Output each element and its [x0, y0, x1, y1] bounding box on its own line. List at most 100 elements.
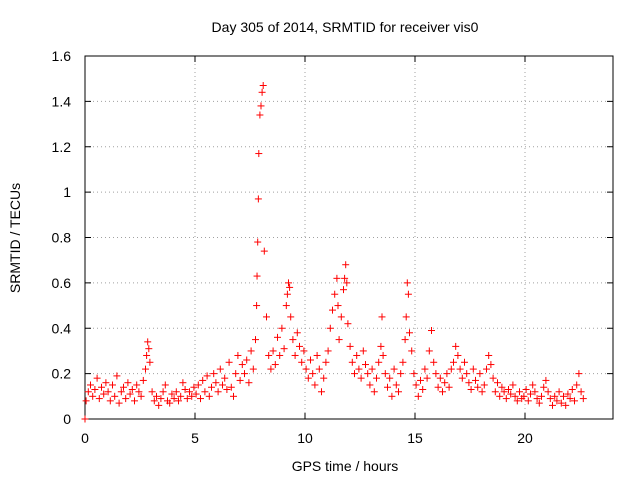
y-tick-label: 1.6: [52, 48, 72, 64]
data-point: [232, 370, 240, 378]
data-point: [412, 381, 420, 389]
data-point: [238, 361, 246, 369]
data-point: [364, 370, 372, 378]
data-point: [454, 351, 462, 359]
data-point: [542, 376, 550, 384]
data-point: [335, 336, 343, 344]
data-point: [386, 374, 394, 382]
data-point: [170, 395, 178, 403]
data-point: [278, 324, 286, 332]
data-point: [282, 302, 290, 310]
data-point: [172, 388, 180, 396]
data-point: [256, 111, 264, 119]
data-point: [502, 395, 510, 403]
data-point: [370, 388, 378, 396]
data-point: [553, 397, 561, 405]
data-point: [465, 379, 473, 387]
data-point: [540, 383, 548, 391]
data-point: [219, 381, 226, 389]
y-tick-label: 1.2: [52, 139, 72, 155]
data-point: [445, 383, 453, 391]
data-point: [313, 351, 321, 359]
data-point: [245, 379, 253, 387]
data-point: [555, 388, 563, 396]
data-point: [467, 386, 475, 394]
data-point: [439, 388, 446, 396]
data-point: [274, 333, 281, 341]
data-point: [249, 365, 257, 373]
data-point: [397, 370, 405, 378]
data-point: [384, 383, 391, 391]
data-point: [527, 390, 534, 398]
data-point: [186, 388, 193, 396]
data-point: [286, 283, 294, 291]
data-point: [95, 395, 103, 403]
data-point: [168, 390, 176, 398]
data-point: [139, 376, 147, 384]
data-point: [106, 397, 114, 405]
data-point: [104, 388, 112, 396]
data-point: [307, 356, 314, 364]
data-point: [100, 390, 108, 398]
data-point: [329, 306, 336, 314]
data-point: [326, 324, 334, 332]
data-point: [421, 365, 429, 373]
data-point: [472, 376, 479, 384]
data-point: [390, 365, 398, 373]
data-point: [432, 370, 440, 378]
data-point: [406, 329, 413, 337]
data-point: [241, 370, 248, 378]
data-point: [342, 261, 350, 269]
data-point: [535, 399, 543, 407]
data-point: [511, 392, 519, 400]
data-point: [322, 358, 330, 366]
data-points: [81, 81, 587, 423]
data-point: [579, 395, 587, 403]
data-point: [436, 374, 444, 382]
y-tick-label: 0.4: [52, 320, 72, 336]
data-point: [507, 390, 515, 398]
data-point: [568, 386, 576, 394]
data-point: [450, 358, 457, 366]
data-point: [318, 388, 325, 396]
data-point: [410, 370, 418, 378]
data-point: [362, 361, 369, 369]
data-point: [81, 415, 89, 423]
data-point: [513, 397, 521, 405]
data-point: [201, 388, 209, 396]
data-point: [474, 383, 482, 391]
data-point: [388, 392, 396, 400]
data-point: [254, 238, 262, 246]
data-point: [544, 388, 552, 396]
data-point: [346, 342, 354, 350]
x-tick-label: 0: [81, 430, 89, 446]
data-point: [192, 390, 200, 398]
data-point: [498, 383, 506, 391]
data-point: [500, 388, 508, 396]
data-point: [496, 392, 504, 400]
data-point: [353, 351, 361, 359]
data-point: [516, 388, 523, 396]
data-point: [419, 386, 427, 394]
data-point: [428, 327, 435, 335]
data-point: [216, 365, 224, 373]
data-point: [148, 388, 156, 396]
data-point: [402, 313, 410, 321]
data-point: [293, 329, 301, 337]
data-point: [546, 395, 554, 403]
data-point: [300, 347, 308, 355]
data-point: [395, 388, 402, 396]
data-point: [291, 351, 299, 359]
data-point: [283, 290, 291, 298]
data-point: [150, 397, 158, 405]
data-point: [230, 392, 237, 400]
data-point: [199, 376, 207, 384]
data-point: [368, 365, 376, 373]
y-tick-label: 0.8: [52, 230, 72, 246]
data-point: [487, 361, 495, 369]
data-point: [159, 388, 167, 396]
data-point: [243, 356, 251, 364]
data-point: [113, 372, 121, 380]
data-point: [348, 358, 356, 366]
